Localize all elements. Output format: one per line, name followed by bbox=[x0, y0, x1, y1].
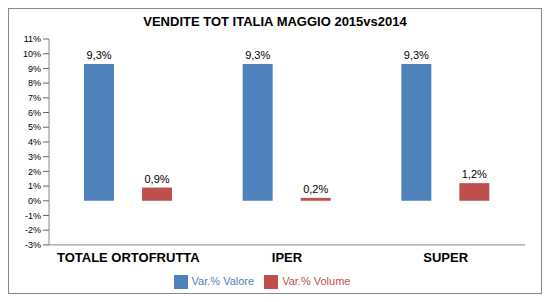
svg-text:-2%: -2% bbox=[25, 225, 41, 235]
svg-text:1%: 1% bbox=[28, 181, 41, 191]
svg-text:10%: 10% bbox=[23, 49, 41, 59]
svg-text:9,3%: 9,3% bbox=[245, 49, 270, 61]
html-text:VENDITE TOT ITALIA MAGGIO 2015: VENDITE TOT ITALIA MAGGIO 2015vs2014 bbox=[143, 14, 407, 29]
svg-text:0,9%: 0,9% bbox=[144, 173, 169, 185]
svg-text:1,2%: 1,2% bbox=[462, 168, 487, 180]
svg-text:5%: 5% bbox=[28, 122, 41, 132]
svg-text:TOTALE ORTOFRUTTA: TOTALE ORTOFRUTTA bbox=[57, 250, 200, 265]
svg-text:-1%: -1% bbox=[25, 211, 41, 221]
svg-text:SUPER: SUPER bbox=[423, 250, 468, 265]
svg-text:-3%: -3% bbox=[25, 240, 41, 250]
svg-text:2%: 2% bbox=[28, 167, 41, 177]
svg-text:7%: 7% bbox=[28, 93, 41, 103]
svg-text:3%: 3% bbox=[28, 152, 41, 162]
svg-text:9%: 9% bbox=[28, 64, 41, 74]
html-text:Var.% Valore: Var.% Valore bbox=[191, 274, 255, 287]
svg-text:IPER: IPER bbox=[272, 250, 303, 265]
svg-text:4%: 4% bbox=[28, 137, 41, 147]
svg-text:0%: 0% bbox=[28, 196, 41, 206]
html-text:Var.% Volume: Var.% Volume bbox=[282, 274, 351, 287]
svg-text:0,2%: 0,2% bbox=[303, 183, 328, 195]
svg-text:6%: 6% bbox=[28, 108, 41, 118]
svg-text:11%: 11% bbox=[24, 35, 41, 44]
svg-text:9,3%: 9,3% bbox=[404, 49, 429, 61]
svg-text:8%: 8% bbox=[28, 78, 41, 88]
svg-text:9,3%: 9,3% bbox=[86, 49, 111, 61]
